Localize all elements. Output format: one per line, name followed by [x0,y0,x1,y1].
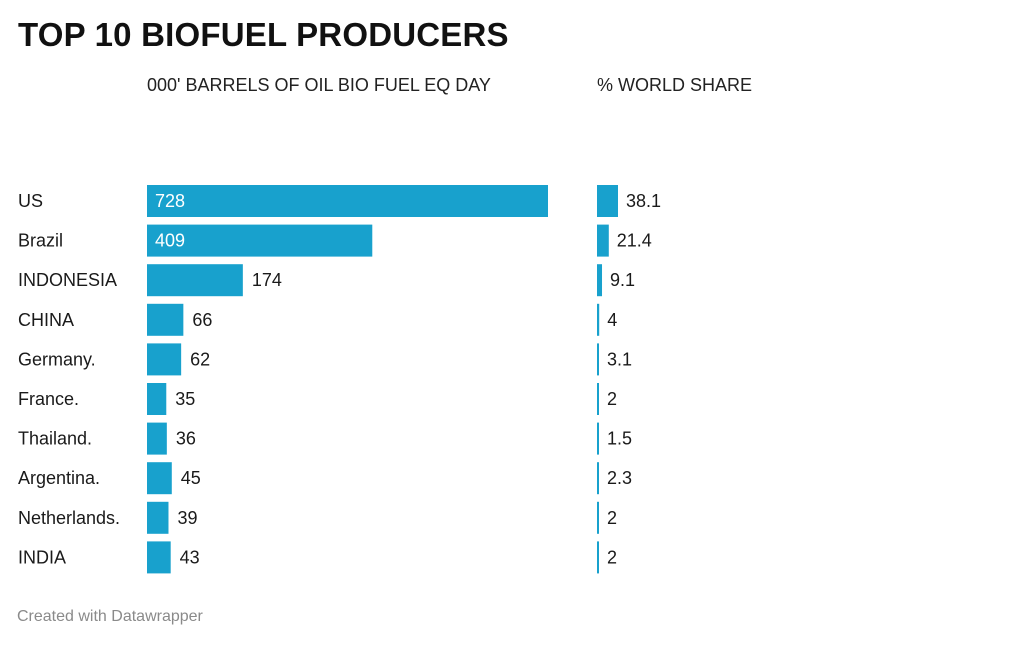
bar-chart: US 728 38.1 Brazil 409 21.4 INDONESIA 174 9.1 CHI… [18,185,661,574]
barrels-value-label: 728 [155,191,185,211]
category-label: US [18,191,43,211]
datawrapper-credit: Created with Datawrapper [17,608,203,625]
category-label: Brazil [18,231,63,251]
category-label: France. [18,389,79,409]
barrels-bar [147,501,169,534]
chart-title: TOP 10 BIOFUEL PRODUCERS [18,16,509,53]
world-share-bar [597,303,600,336]
world-share-bar [597,224,609,257]
barrels-bar [147,303,184,336]
world-share-bar [597,185,618,217]
world-share-bar [597,541,599,574]
barrels-value-label: 62 [190,349,210,369]
category-label: INDONESIA [18,270,117,290]
world-share-bar [597,383,599,415]
world-share-bar [597,264,603,297]
barrels-bar [147,462,172,495]
world-share-bar [597,462,599,495]
barrels-value-label: 36 [176,429,196,449]
barrels-value-label: 409 [155,231,185,251]
world-share-value-label: 2 [607,389,617,409]
world-share-value-label: 2 [607,508,617,528]
category-label: Germany. [18,349,96,369]
barrels-bar [147,383,167,415]
category-label: INDIA [18,547,66,567]
world-share-value-label: 9.1 [610,270,635,290]
world-share-value-label: 2.3 [607,468,632,488]
barrels-value-label: 39 [177,508,197,528]
category-label: Argentina. [18,468,100,488]
world-share-value-label: 1.5 [607,429,632,449]
barrels-bar [147,185,548,217]
world-share-column-header: % WORLD SHARE [597,75,753,95]
barrels-column-header: 000' BARRELS OF OIL BIO FUEL EQ DAY [147,75,491,95]
category-label: Thailand. [18,429,92,449]
world-share-bar [597,501,599,534]
barrels-value-label: 66 [192,310,212,330]
barrels-value-label: 45 [181,468,201,488]
world-share-value-label: 38.1 [626,191,661,211]
world-share-bar [597,422,599,455]
world-share-value-label: 21.4 [617,231,652,251]
barrels-value-label: 174 [252,270,282,290]
barrels-bar [147,224,373,257]
world-share-value-label: 4 [607,310,617,330]
barrels-bar [147,541,171,574]
barrels-bar [147,264,243,297]
barrels-value-label: 43 [180,547,200,567]
barrels-bar [147,343,182,376]
world-share-value-label: 2 [607,547,617,567]
category-label: CHINA [18,310,74,330]
world-share-value-label: 3.1 [607,349,632,369]
world-share-bar [597,343,599,376]
barrels-bar [147,422,167,455]
barrels-value-label: 35 [175,389,195,409]
category-label: Netherlands. [18,508,120,528]
